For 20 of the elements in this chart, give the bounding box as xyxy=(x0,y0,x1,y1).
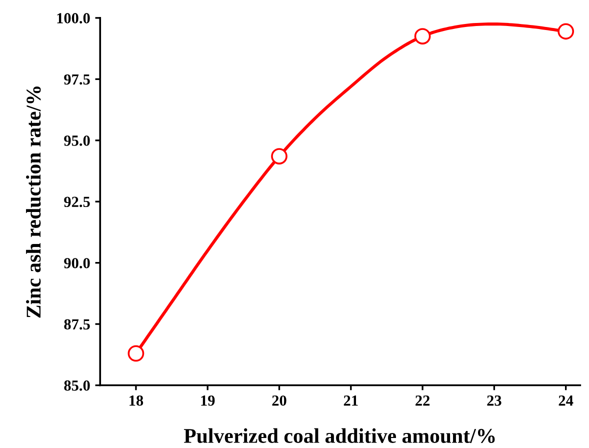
y-tick-label: 85.0 xyxy=(64,380,90,391)
y-tick-label: 90.0 xyxy=(64,258,90,268)
x-tick-label: 20 xyxy=(272,395,286,406)
x-tick-label: 22 xyxy=(416,395,430,406)
y-axis-title: Zinc ash reduction rate/% xyxy=(26,86,41,318)
point xyxy=(558,23,574,40)
point xyxy=(271,148,288,164)
x-axis-title: Pulverized coal additive amount/% xyxy=(184,428,495,444)
x-tick-label: 19 xyxy=(201,395,215,406)
point xyxy=(128,345,144,362)
x-tick-label: 23 xyxy=(487,395,502,406)
x-tick-label: 21 xyxy=(344,395,358,406)
y-tick-label: 87.5 xyxy=(64,319,90,330)
x-tick-label: 18 xyxy=(130,395,144,406)
y-tick-label: 92.5 xyxy=(64,196,90,208)
point xyxy=(414,28,431,44)
x-tick-label: 24 xyxy=(558,395,574,406)
y-tick-label: 100.0 xyxy=(57,13,90,24)
y-tick-label: 97.5 xyxy=(64,74,90,85)
y-tick-label: 95.0 xyxy=(64,136,90,146)
